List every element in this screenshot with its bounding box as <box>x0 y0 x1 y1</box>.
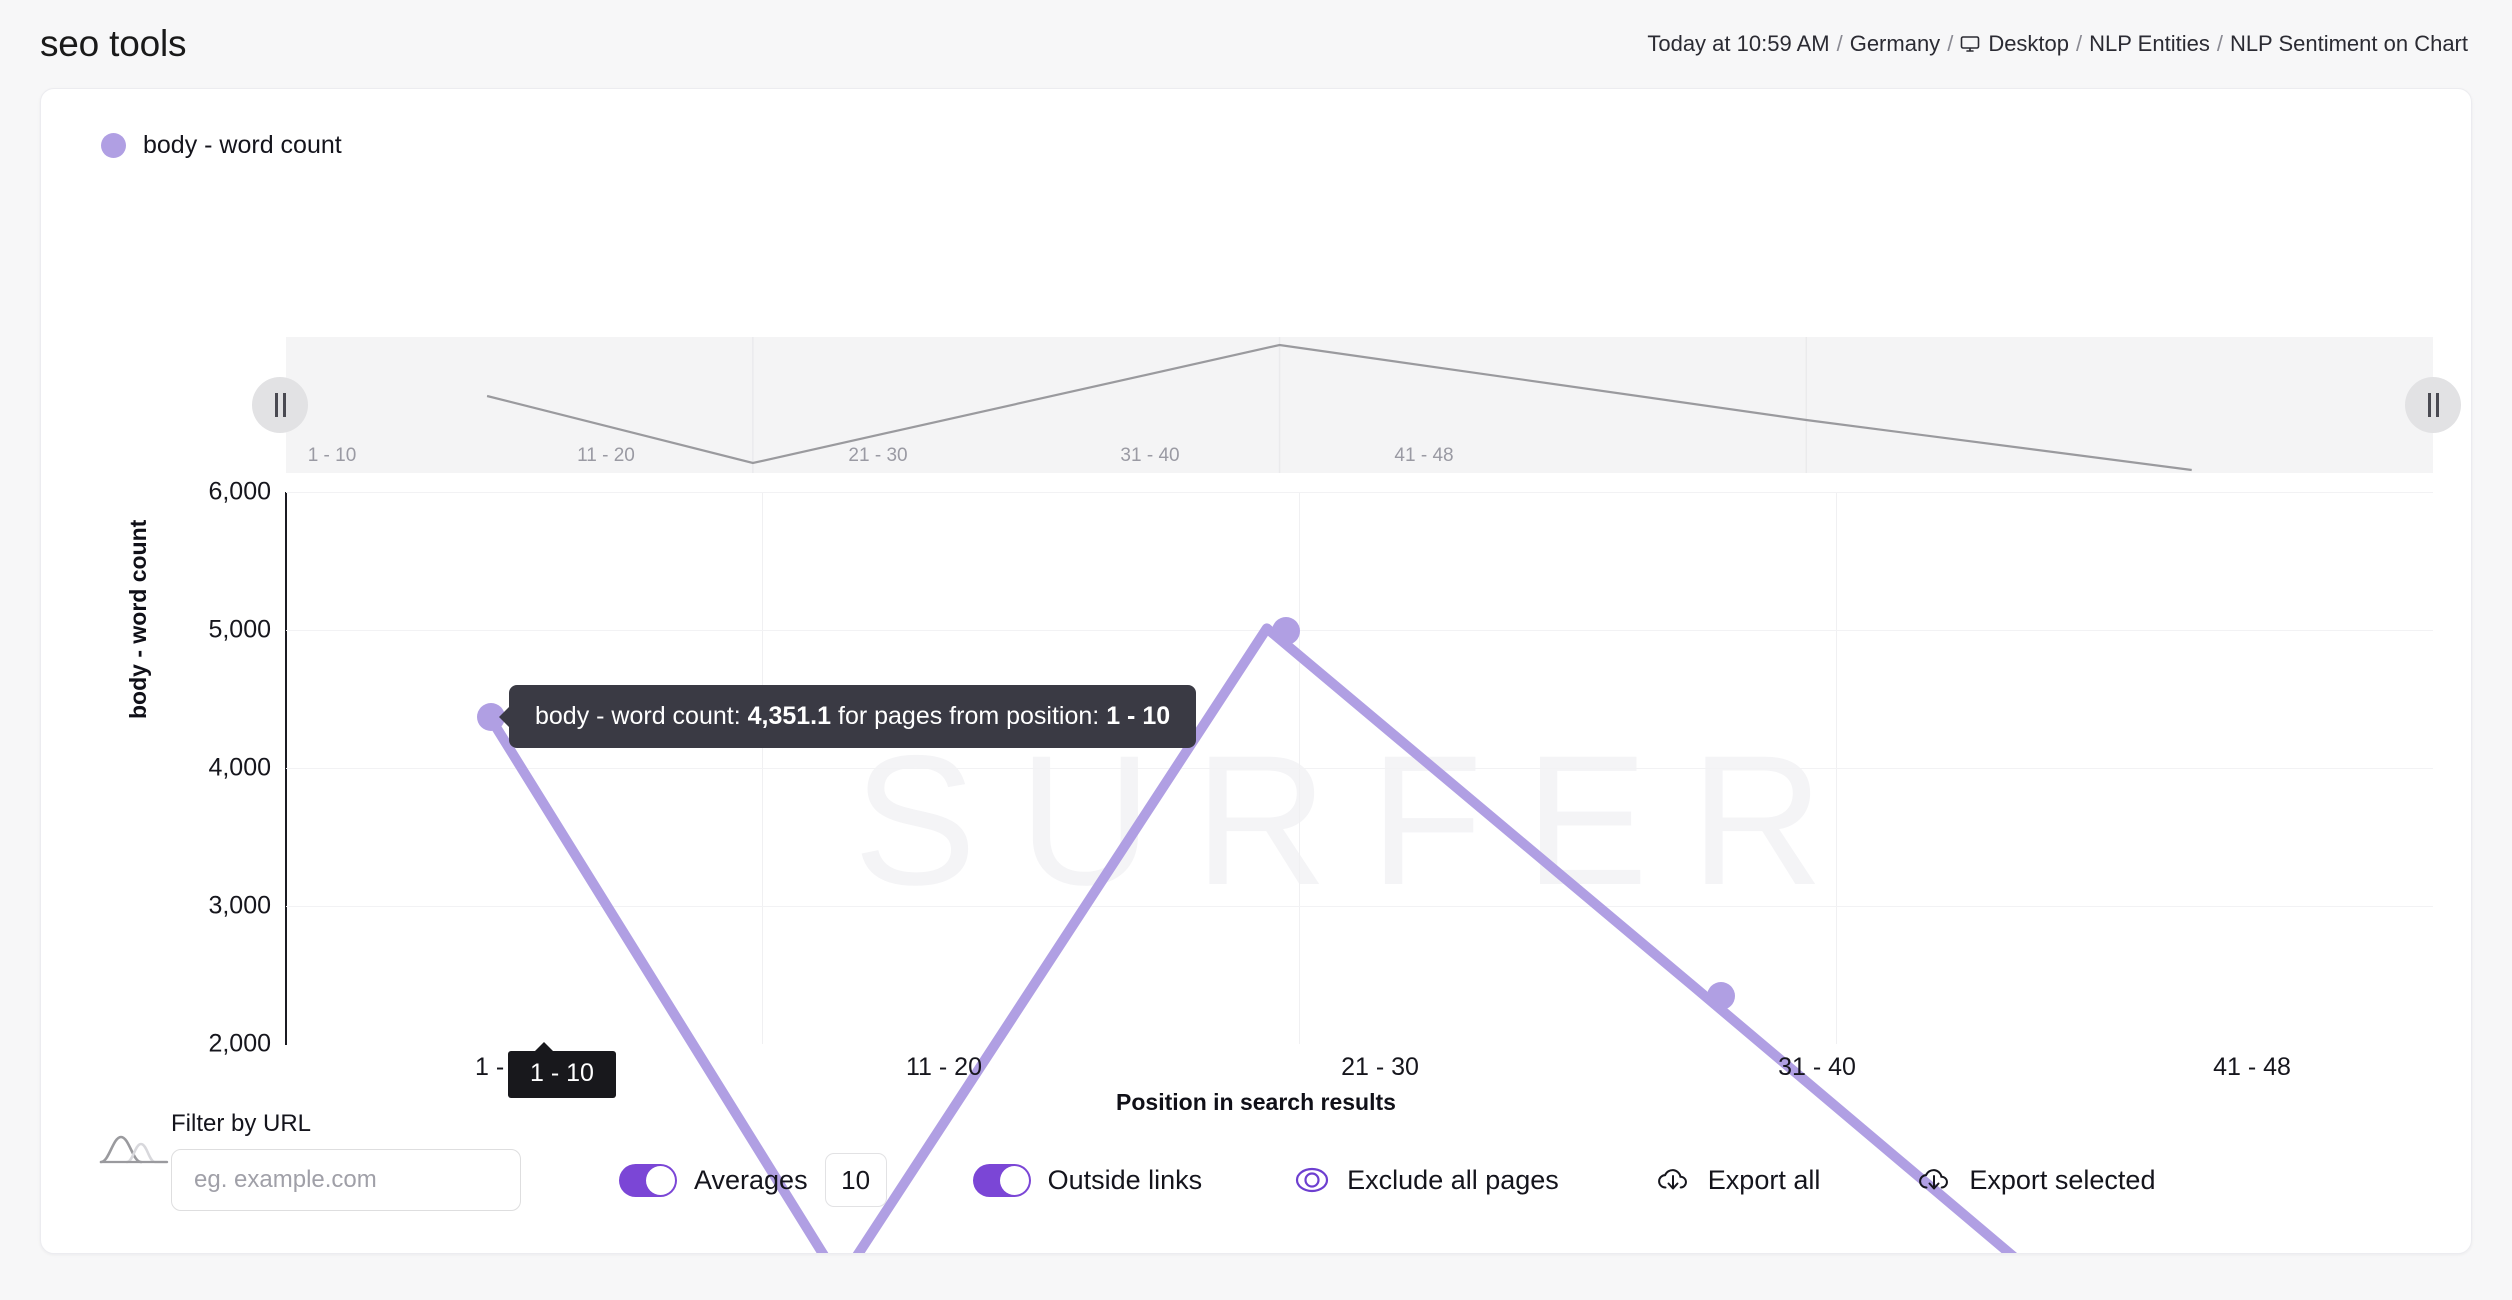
filter-by-url-group: Filter by URL <box>171 1110 521 1211</box>
gridline-horizontal <box>286 906 2433 907</box>
brush-handle-right[interactable] <box>2405 377 2461 433</box>
legend-item-label[interactable]: body - word count <box>143 131 342 159</box>
averages-toggle[interactable] <box>619 1163 677 1197</box>
tooltip-position: 1 - 10 <box>1106 702 1171 730</box>
gridline-horizontal <box>286 768 2433 769</box>
plot-inner <box>286 492 2433 1044</box>
line-series-body-word-count <box>286 492 2433 1033</box>
minimap-tick-label: 31 - 40 <box>1120 445 1180 466</box>
legend-color-swatch <box>101 133 126 158</box>
averages-value-input[interactable] <box>824 1153 887 1207</box>
monitor-icon <box>1960 34 1980 54</box>
distribution-curve-icon[interactable] <box>99 1129 171 1174</box>
breadcrumb-section[interactable]: NLP Entities <box>2089 31 2210 56</box>
breadcrumb-separator: / <box>1947 31 1954 56</box>
gridline-horizontal <box>286 630 2433 631</box>
breadcrumb-device[interactable]: Desktop <box>1988 31 2070 56</box>
breadcrumb-current-page: NLP Sentiment on Chart <box>2229 31 2468 56</box>
cloud-download-icon <box>1655 1162 1691 1198</box>
y-axis-tick-label: 5,000 <box>208 615 271 644</box>
brush-handle-left[interactable] <box>252 377 308 433</box>
page-title: seo tools <box>40 23 187 64</box>
export-all-button[interactable]: Export all <box>1655 1162 1821 1198</box>
chart-plot-area[interactable] <box>41 473 2471 1113</box>
tooltip-prefix: body - word count: <box>535 702 741 730</box>
export-all-label: Export all <box>1707 1164 1821 1195</box>
tooltip-middle: for pages from position: <box>838 702 1100 730</box>
eye-icon <box>1294 1162 1330 1198</box>
y-axis-tick-label: 3,000 <box>208 891 271 920</box>
y-axis-tick-label: 6,000 <box>208 477 271 506</box>
drag-handle-icon <box>2427 393 2431 417</box>
breadcrumb-country[interactable]: Germany <box>1849 31 1941 56</box>
x-axis-title: Position in search results <box>1116 1089 1396 1115</box>
x-axis-tick-label: 41 - 48 <box>2213 1053 2291 1081</box>
export-selected-button[interactable]: Export selected <box>1916 1162 2155 1198</box>
footer-toolbar: Filter by URL Averages Outside links <box>41 1110 2471 1211</box>
data-point-marker[interactable] <box>1272 617 1300 645</box>
toggle-knob <box>646 1165 675 1195</box>
filter-url-input[interactable] <box>171 1149 521 1211</box>
outside-links-control[interactable]: Outside links <box>972 1163 1203 1197</box>
y-axis-tick-label: 2,000 <box>208 1029 271 1058</box>
breadcrumb-timestamp: Today at 10:59 AM <box>1647 31 1830 56</box>
breadcrumb-separator: / <box>2076 31 2083 56</box>
toggle-knob <box>999 1165 1029 1195</box>
exclude-all-pages-label: Exclude all pages <box>1347 1164 1559 1195</box>
averages-control[interactable]: Averages <box>619 1153 887 1207</box>
minimap-track[interactable] <box>286 337 2433 473</box>
x-axis-tick-label: 31 - 40 <box>1778 1053 1856 1081</box>
outside-links-toggle[interactable] <box>972 1163 1031 1197</box>
chart-legend: body - word count <box>41 89 2471 160</box>
export-selected-label: Export selected <box>1969 1164 2156 1195</box>
x-axis-tick-label: 11 - 20 <box>906 1053 982 1081</box>
y-axis-tick-label: 4,000 <box>208 753 271 782</box>
minimap-tick-label: 1 - 10 <box>307 445 357 466</box>
outside-links-label: Outside links <box>1047 1164 1203 1195</box>
drag-handle-icon <box>274 393 278 417</box>
exclude-all-pages-button[interactable]: Exclude all pages <box>1294 1162 1559 1198</box>
x-axis-tooltip: 1 - 10 <box>508 1042 616 1098</box>
breadcrumb-separator: / <box>1836 31 1843 56</box>
drag-handle-icon <box>2435 393 2439 417</box>
cloud-download-icon <box>1916 1162 1952 1198</box>
breadcrumb-separator: / <box>2216 31 2223 56</box>
filter-by-url-label: Filter by URL <box>171 1110 312 1137</box>
minimap-tick-label: 21 - 30 <box>848 445 908 466</box>
breadcrumb: Today at 10:59 AM / Germany / Desktop / … <box>1647 31 2468 57</box>
chart-minimap[interactable]: 1 - 10 11 - 20 21 - 30 31 - 40 41 - 48 <box>41 337 2471 473</box>
chart-tooltip: body - word count: 4,351.1 for pages fro… <box>509 685 1197 748</box>
chart-card: body - word count 1 - 10 11 - 20 21 - 30… <box>40 88 2472 1254</box>
averages-label: Averages <box>694 1164 808 1195</box>
data-point-marker[interactable] <box>1707 982 1735 1010</box>
minimap-tick-label: 41 - 48 <box>1394 445 1454 466</box>
minimap-sparkline <box>286 337 2433 473</box>
top-bar: seo tools Today at 10:59 AM / Germany / … <box>0 0 2512 88</box>
tooltip-value: 4,351.1 <box>747 702 832 730</box>
gridline-horizontal <box>286 492 2433 493</box>
x-axis-tick-label: 21 - 30 <box>1341 1053 1419 1081</box>
toolbar-controls: Averages Outside links Exclude all <box>521 1153 2419 1211</box>
minimap-tick-label: 11 - 20 <box>577 445 635 466</box>
drag-handle-icon <box>282 393 286 417</box>
